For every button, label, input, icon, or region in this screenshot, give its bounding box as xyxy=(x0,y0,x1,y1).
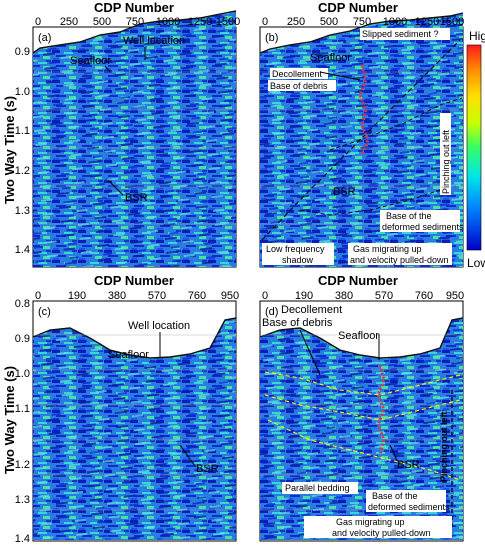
panel-a xyxy=(32,10,237,268)
tick-label: 1000 xyxy=(156,16,180,28)
tick-label: 1250 xyxy=(415,16,439,28)
panel-c-seafloor-label: Seafloor xyxy=(108,349,149,361)
panel-c xyxy=(32,300,237,542)
bottom-x-ticks-c: 0 190 380 570 760 950 xyxy=(35,290,239,302)
panel-c-tag: (c) xyxy=(38,306,51,318)
y-axis-title-bottom: Two Way Time (s) xyxy=(2,366,17,474)
tick-label: 1.4 xyxy=(15,533,30,545)
panel-b xyxy=(259,12,464,268)
tick-label: 1.2 xyxy=(15,459,30,471)
tick-label: 750 xyxy=(353,16,371,28)
tick-label: 1.0 xyxy=(15,368,30,380)
top-x-ticks-b: 0 250 500 750 1000 1250 1500 xyxy=(262,16,464,28)
panel-b-base-debris-label: Base of debris xyxy=(270,81,328,91)
panel-a-well-label: Well location xyxy=(123,35,185,47)
tick-label: 0.9 xyxy=(15,46,30,58)
tick-label: 1.2 xyxy=(15,165,30,177)
panel-b-base-deformed-2: deformed sediments xyxy=(382,222,464,232)
y-ticks-bottom: 0.8 0.9 1.0 1.1 1.2 1.3 1.4 xyxy=(15,298,30,545)
bottom-x-ticks-d: 0 190 380 570 760 950 xyxy=(262,290,464,302)
tick-label: 750 xyxy=(126,16,144,28)
panel-b-seafloor-label: Seafloor xyxy=(310,52,351,64)
tick-label: 250 xyxy=(287,16,305,28)
tick-label: 1000 xyxy=(383,16,407,28)
tick-label: 1500 xyxy=(440,16,464,28)
panel-b-pinching-label: Pinching out left xyxy=(441,129,451,194)
panel-d-bsr-label: BSR xyxy=(397,459,420,471)
panel-c-annotations: (c) Well location Seafloor BSR xyxy=(36,304,219,475)
colorbar-high-label: High xyxy=(469,29,485,43)
tick-label: 760 xyxy=(415,290,433,302)
tick-label: 0 xyxy=(262,290,268,302)
tick-label: 1250 xyxy=(188,16,212,28)
tick-label: 0.9 xyxy=(15,333,30,345)
tick-label: 1.3 xyxy=(15,205,30,217)
tick-label: 0 xyxy=(262,16,268,28)
panel-d xyxy=(259,300,464,542)
panel-d-seafloor-label: Seafloor xyxy=(338,330,379,342)
colorbar-low-label: Low xyxy=(467,256,485,270)
panel-d-base-deformed-1: Base of the xyxy=(372,491,418,501)
panel-b-gas-2: and velocity pulled-down xyxy=(350,255,449,265)
panel-d-decollement-label: Decollement xyxy=(281,304,342,316)
panel-d-tag: (d) xyxy=(265,306,278,318)
colorbar-gradient xyxy=(466,44,482,251)
panel-b-tag: (b) xyxy=(265,32,278,44)
panel-d-pinching-label: Pinching out left xyxy=(439,412,449,483)
tick-label: 1.1 xyxy=(15,125,30,137)
top-x-axis-title-right: CDP Number xyxy=(318,0,398,15)
top-x-axis-title: CDP Number xyxy=(94,0,174,15)
bottom-x-axis-title: CDP Number xyxy=(94,273,174,288)
tick-label: 1.4 xyxy=(15,244,30,256)
y-ticks-top: 0.9 1.0 1.1 1.2 1.3 1.4 xyxy=(15,46,30,256)
tick-label: 500 xyxy=(320,16,338,28)
tick-label: 570 xyxy=(375,290,393,302)
tick-label: 0 xyxy=(35,16,41,28)
panel-d-base-debris-label: Base of debris xyxy=(262,317,333,329)
tick-label: 950 xyxy=(446,290,464,302)
tick-label: 1.1 xyxy=(15,403,30,415)
panel-d-gas-2: and velocity pulled-down xyxy=(332,528,431,538)
panel-b-annotations: (b) Slipped sediment ? Seafloor Decollem… xyxy=(262,28,464,265)
panel-b-slipped-label: Slipped sediment ? xyxy=(362,29,439,39)
panel-b-base-deformed-1: Base of the xyxy=(386,211,432,221)
panel-d-annotations: (d) Decollement Base of debris Seafloor … xyxy=(262,304,452,538)
tick-label: 1.0 xyxy=(15,86,30,98)
tick-label: 570 xyxy=(148,290,166,302)
tick-label: 250 xyxy=(60,16,78,28)
tick-label: 760 xyxy=(188,290,206,302)
tick-label: 380 xyxy=(108,290,126,302)
bottom-x-axis-title-right: CDP Number xyxy=(318,273,398,288)
tick-label: 380 xyxy=(335,290,353,302)
tick-label: 0 xyxy=(35,290,41,302)
panel-b-low-freq-1: Low frequency xyxy=(266,244,325,254)
panel-a-annotations: (a) Well location Seafloor BSR xyxy=(36,30,185,204)
panel-a-tag: (a) xyxy=(38,32,51,44)
panel-d-parallel-label: Parallel bedding xyxy=(285,483,350,493)
panel-a-seafloor-label: Seafloor xyxy=(70,55,111,67)
panel-b-bsr-label: BSR xyxy=(333,186,356,198)
tick-label: 0.8 xyxy=(15,298,30,310)
tick-label: 190 xyxy=(68,290,86,302)
top-x-ticks-a: 0 250 500 750 1000 1250 1500 xyxy=(35,16,240,28)
panel-a-bsr-label: BSR xyxy=(125,192,148,204)
tick-label: 500 xyxy=(93,16,111,28)
tick-label: 190 xyxy=(295,290,313,302)
tick-label: 1.3 xyxy=(15,494,30,506)
panel-c-bsr-label: BSR xyxy=(196,463,219,475)
panel-c-well-label: Well location xyxy=(128,320,190,332)
panel-b-gas-1: Gas migrating up xyxy=(353,244,422,254)
colorbar: High Low xyxy=(466,29,485,270)
tick-label: 1500 xyxy=(216,16,240,28)
tick-label: 950 xyxy=(221,290,239,302)
panel-b-decollement-label: Decollement xyxy=(272,69,323,79)
panel-d-base-deformed-2: deformed sediments xyxy=(368,502,450,512)
y-axis-title-top: Two Way Time (s) xyxy=(2,96,17,204)
panel-b-low-freq-2: shadow xyxy=(282,255,314,265)
panel-d-gas-1: Gas migrating up xyxy=(336,517,405,527)
